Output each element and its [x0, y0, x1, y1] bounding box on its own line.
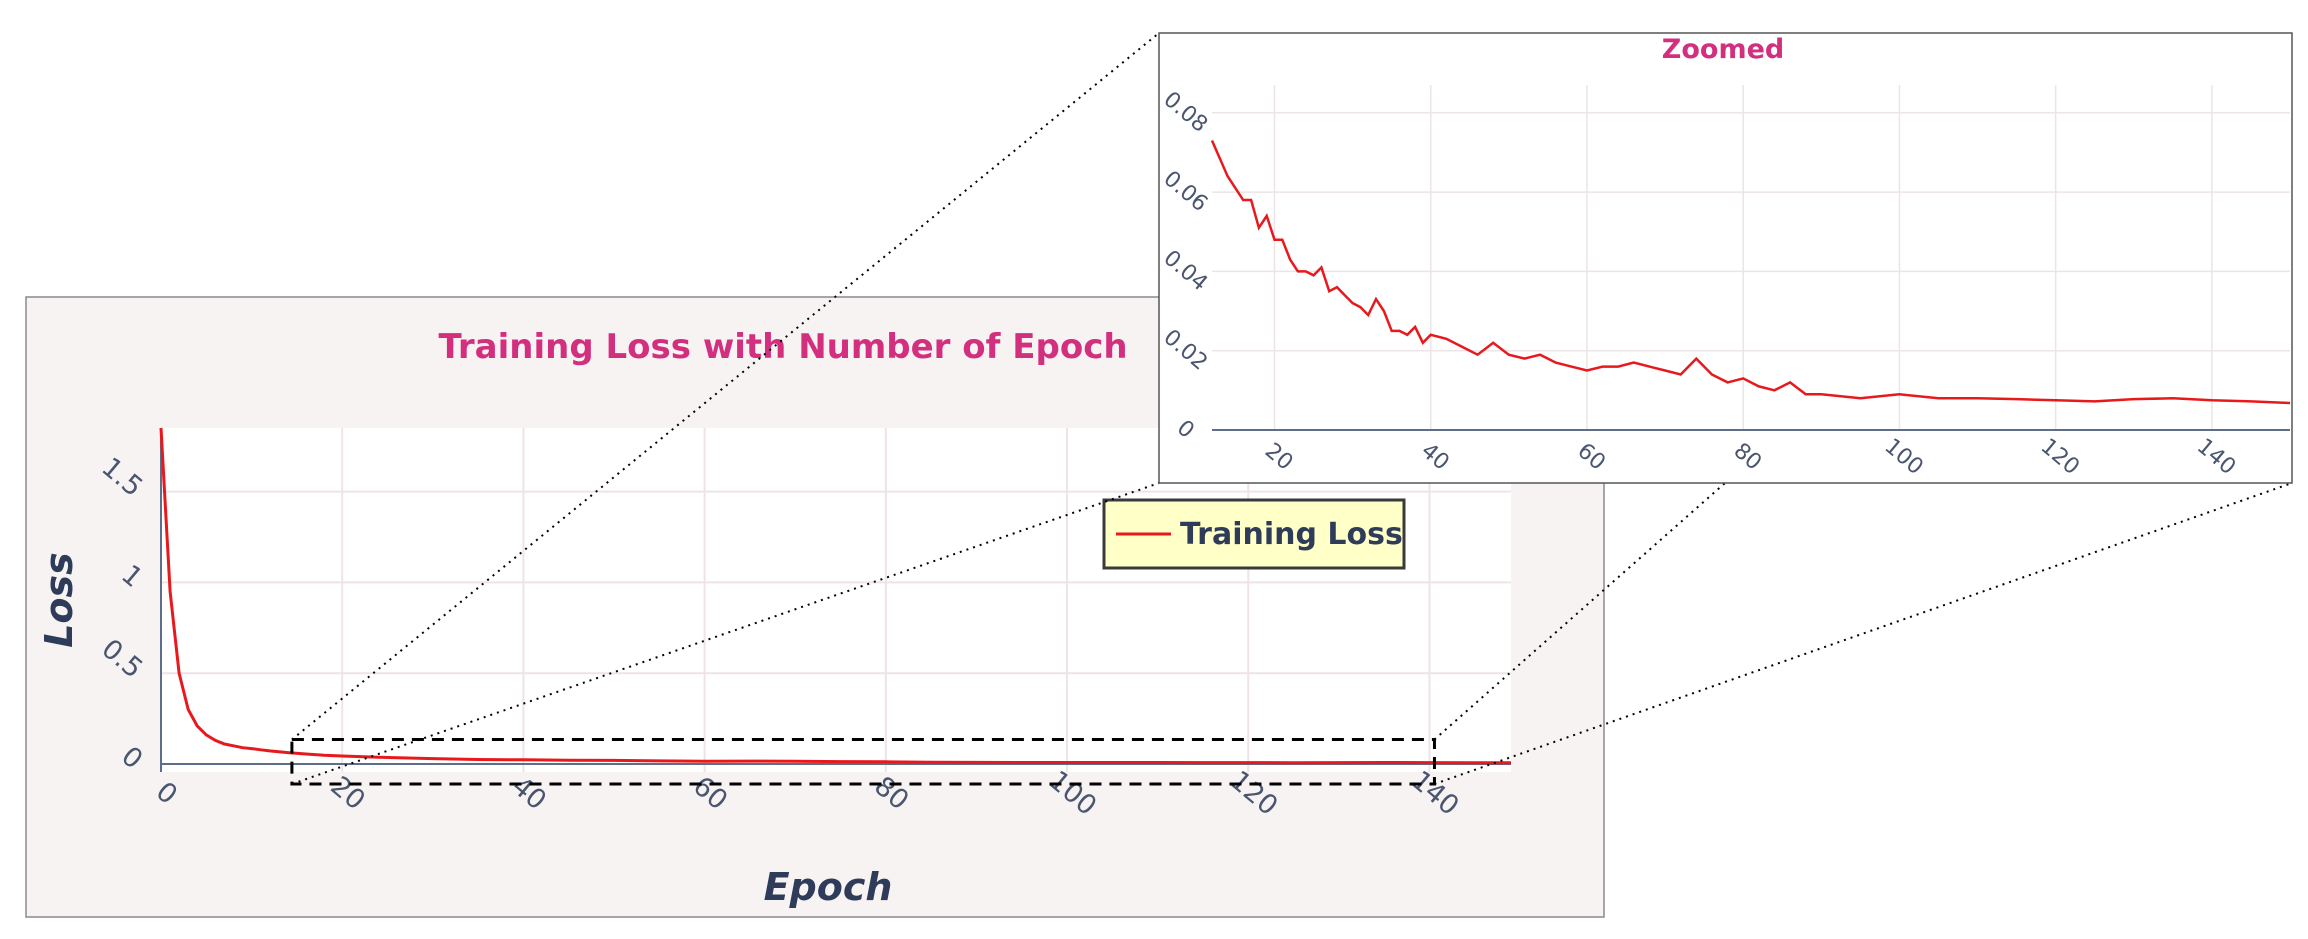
zoom-connectors [291, 32, 2293, 785]
main-chart-title: Training Loss with Number of Epoch [438, 327, 1127, 367]
x-axis-label: Epoch [764, 865, 893, 909]
zoom-region-box [290, 738, 1436, 786]
main-series [159, 427, 1511, 765]
y-axis-label: Loss [37, 552, 81, 648]
legend: Training Loss [1102, 498, 1406, 570]
main-plot-area [161, 428, 1511, 772]
legend-label: Training Loss [1180, 517, 1403, 552]
connector-line [291, 32, 1160, 741]
zoom-inset-background [1158, 32, 2293, 484]
connector-line [291, 482, 1160, 785]
zoom-grid [1212, 85, 2290, 430]
main-grid [161, 428, 1511, 772]
zoom-loss-line [1210, 139, 2291, 405]
connector-line [1434, 482, 2293, 785]
zoom-title: Zoomed [1662, 34, 1784, 65]
zoom-series [1210, 139, 2291, 405]
connector-line [1433, 482, 1726, 741]
training-loss-line [159, 427, 1511, 765]
